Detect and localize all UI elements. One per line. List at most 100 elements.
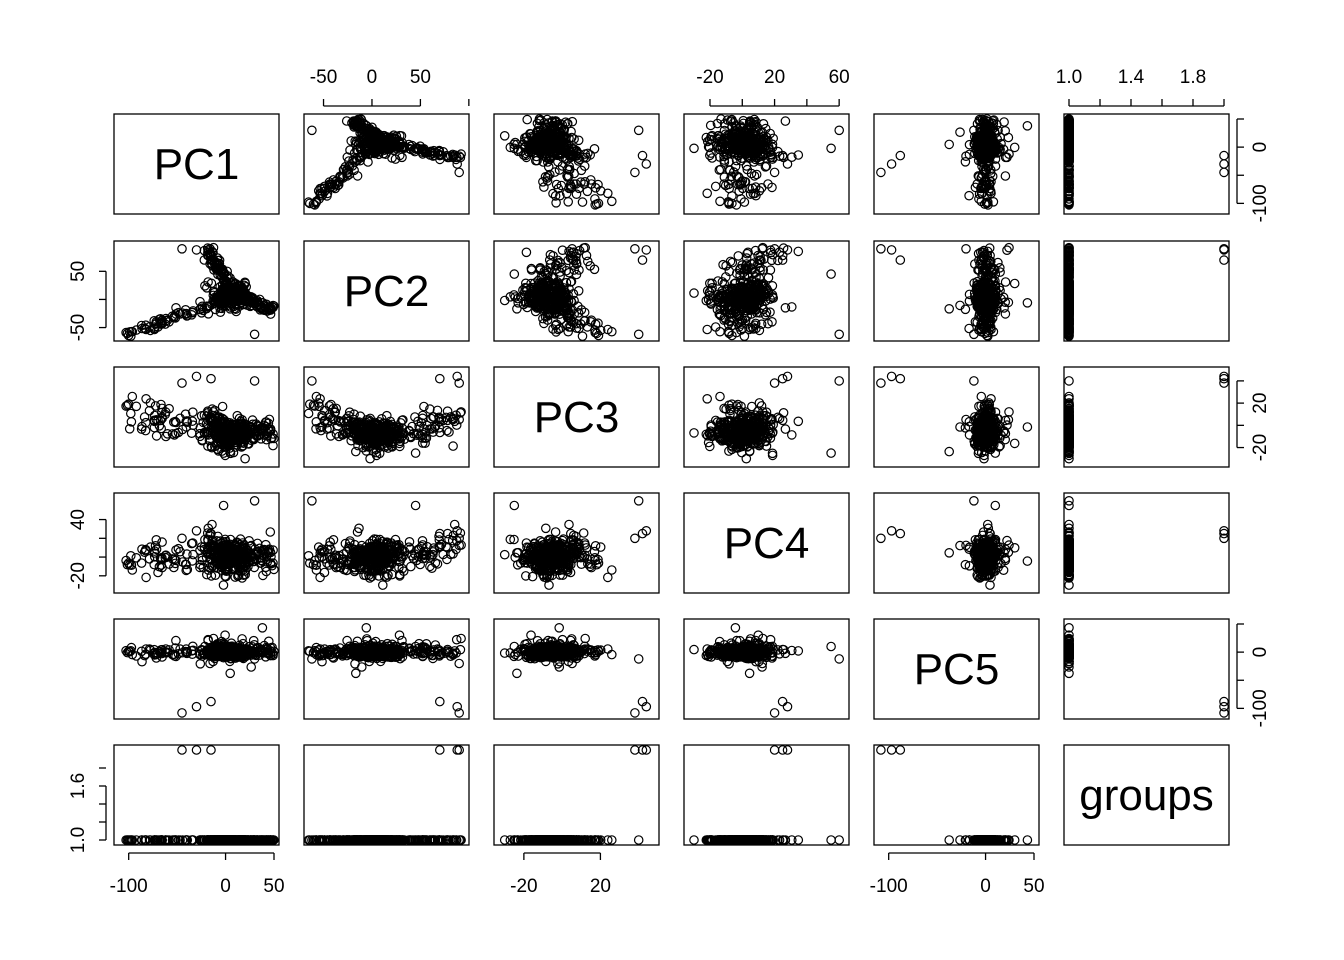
point-PC2-vs-PC3 [630,244,640,254]
point-PC1-vs-PC4 [746,168,757,179]
point-PC1-vs-PC4 [701,132,712,143]
point-PC1-vs-PC2 [359,139,370,149]
point-PC1-vs-PC2 [394,130,405,141]
point-PC1-vs-PC2 [393,141,403,152]
point-PC1-vs-PC4 [768,133,778,144]
point-PC2-vs-PC1 [177,244,187,254]
point-PC1-vs-PC3 [499,131,510,141]
point-PC1-vs-PC3 [553,137,564,147]
point-PC1-vs-PC3 [535,147,545,157]
point-PC1-vs-PC3 [559,131,570,142]
point-PC1-vs-PC3 [564,133,574,144]
panel-frame-PC2-groups [1063,240,1230,342]
point-PC1-vs-PC3 [509,143,520,154]
point-PC1-vs-PC2 [379,130,389,141]
point-PC1-vs-PC3 [567,151,577,161]
panel-frame-PC4-PC2 [303,492,470,594]
point-PC1-vs-PC5 [895,150,906,161]
point-PC2-vs-PC5 [886,245,897,255]
panel-frame-PC3-PC2 [303,366,470,468]
point-PC2-vs-PC1 [249,329,260,340]
point-PC1-vs-PC3 [547,116,558,126]
variable-label-groups: groups [1079,771,1214,820]
point-PC2-vs-PC5 [1000,277,1011,287]
variable-label-PC1: PC1 [154,140,240,189]
point-PC3-vs-PC1 [217,401,228,412]
point-PC1-vs-PC3 [551,179,562,190]
panel-frame-PC4-groups [1063,492,1230,594]
point-PC1-vs-PC5 [955,127,965,137]
point-PC3-vs-PC1 [240,453,250,464]
panel-frame-groups-PC2 [303,744,470,846]
variable-label-PC3: PC3 [534,393,620,442]
point-PC2-vs-PC1 [191,245,202,255]
point-PC1-vs-PC2 [350,136,360,146]
point-PC1-vs-PC2 [410,143,421,154]
point-PC3-vs-PC1 [191,371,202,382]
point-PC2-vs-PC1 [171,302,181,313]
panel-frame-PC1-PC5 [873,113,1040,215]
point-PC2-vs-groups [1219,255,1229,265]
point-PC1-vs-PC2 [417,145,428,155]
point-PC1-vs-PC5 [886,159,897,169]
panel-frame-PC4-PC4 [683,492,850,594]
point-PC1-vs-PC4 [689,143,699,154]
point-PC1-vs-PC3 [563,197,573,207]
point-PC1-vs-PC3 [564,161,574,172]
panel-frame-PC4-PC5 [873,492,1040,594]
point-PC1-vs-PC3 [525,129,536,139]
point-PC1-vs-PC4 [702,188,712,199]
point-PC2-vs-PC3 [637,255,648,265]
panel-frame-PC5-groups [1063,618,1230,720]
point-PC1-vs-PC3 [558,136,568,146]
point-PC1-vs-PC4 [763,179,773,189]
point-PC1-vs-PC4 [761,161,772,171]
point-PC1-vs-PC4 [767,142,778,153]
point-PC1-vs-PC3 [585,150,595,160]
panel-frame-PC5-PC2 [303,618,470,720]
point-PC1-vs-PC5 [876,167,886,178]
panel-frame-PC2-PC5 [873,240,1040,342]
point-PC1-vs-PC3 [641,159,652,169]
point-PC1-vs-PC2 [349,122,359,132]
panel-frame-PC5-PC4 [683,618,850,720]
point-PC1-vs-PC2 [362,140,372,151]
point-PC1-vs-PC3 [534,115,545,126]
point-PC1-vs-PC2 [304,198,315,209]
point-PC3-vs-PC2 [444,427,454,437]
panel-frame-PC1-PC3 [493,113,660,215]
point-PC1-vs-PC3 [560,117,571,127]
panel-frame-PC1-PC4 [683,113,850,215]
point-PC1-vs-PC3 [542,122,552,132]
point-PC2-vs-PC4 [786,302,797,312]
point-PC1-vs-PC2 [355,153,366,163]
panel-frame-PC2-PC2 [303,240,470,342]
point-PC1-vs-PC2 [335,172,346,182]
point-PC2-vs-PC3 [509,269,520,279]
point-PC1-vs-PC4 [710,181,721,192]
point-PC2-vs-PC5 [1022,297,1033,308]
panel-frame-PC3-PC3 [493,366,660,468]
point-PC1-vs-PC4 [712,118,723,129]
point-PC1-vs-PC3 [527,142,538,152]
point-PC1-vs-PC4 [714,152,725,162]
point-PC2-vs-PC5 [895,255,906,265]
point-PC1-vs-PC2 [352,171,363,181]
point-PC1-vs-PC3 [567,116,578,127]
point-PC1-vs-PC2 [451,154,461,165]
point-PC1-vs-PC2 [344,156,354,166]
point-PC2-vs-PC5 [1002,245,1012,255]
point-PC2-vs-PC3 [641,245,652,255]
point-PC1-vs-PC2 [332,180,343,191]
point-PC1-vs-PC3 [630,167,640,178]
panel-frame-PC2-PC3 [493,240,660,342]
variable-label-PC4: PC4 [724,519,810,568]
point-PC1-vs-PC3 [540,152,551,162]
point-PC1-vs-PC3 [542,129,552,139]
point-PC1-vs-PC3 [538,139,548,149]
point-PC1-vs-PC3 [523,140,534,151]
point-PC1-vs-PC4 [745,189,756,199]
point-PC1-vs-PC4 [780,116,791,126]
panel-frame-PC1-PC2 [303,113,470,215]
point-PC1-vs-PC5 [944,139,954,150]
